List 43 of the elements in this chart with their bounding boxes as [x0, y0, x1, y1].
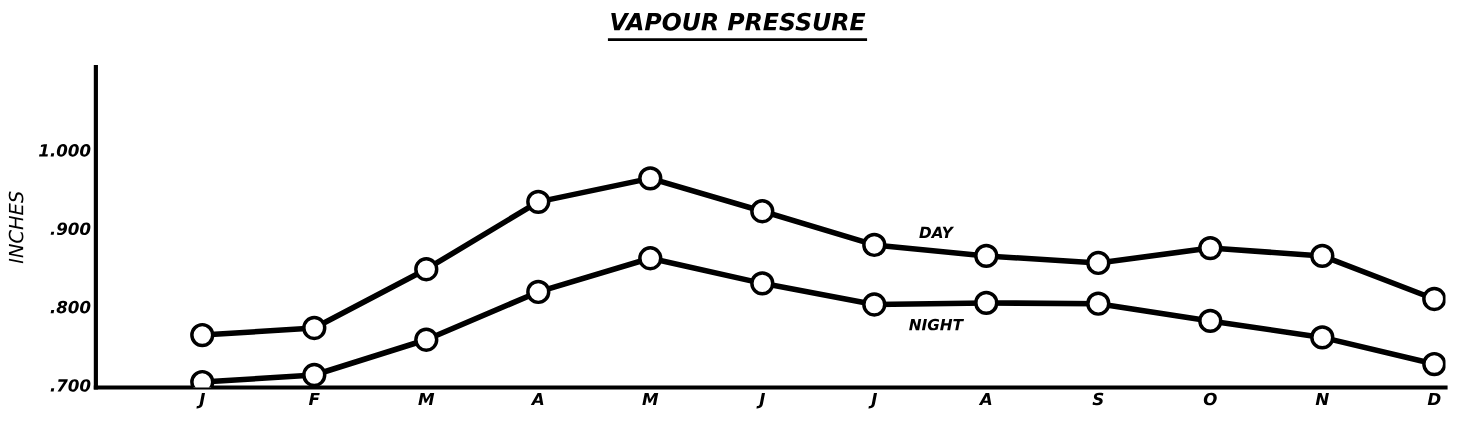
point [414, 327, 439, 352]
point [1310, 243, 1335, 269]
x-tick-label: J [868, 392, 878, 409]
x-tick-label: A [530, 392, 544, 406]
point [302, 315, 327, 341]
x-tick-label: O [1203, 392, 1217, 406]
point [1422, 351, 1446, 377]
x-tick-label: N [1315, 392, 1329, 406]
point [974, 243, 999, 269]
point [526, 189, 551, 215]
point [1086, 250, 1111, 276]
point [638, 166, 663, 191]
point [1422, 286, 1446, 312]
x-tick-label: M [418, 392, 435, 406]
x-tick-label: M [642, 392, 659, 406]
y-tick-label: .900 [50, 222, 91, 236]
y-tick-label: .700 [50, 379, 91, 392]
point [414, 257, 439, 282]
y-axis-title: INCHES [8, 191, 24, 264]
x-tick-label: D [1427, 392, 1441, 406]
series-label: DAY [919, 226, 955, 238]
point [526, 279, 551, 305]
point [1198, 235, 1223, 261]
x-tick-label: J [756, 392, 766, 409]
y-tick-label: 1.000 [39, 144, 91, 157]
x-tick-label: A [978, 392, 992, 406]
y-tick-label: .800 [50, 300, 91, 314]
point [302, 362, 327, 388]
x-tick-label: J [196, 392, 206, 409]
series-label: NIGHT [909, 318, 965, 331]
point [1198, 308, 1223, 334]
point [190, 322, 215, 348]
point [862, 232, 887, 258]
point [1086, 291, 1111, 316]
point [974, 290, 999, 316]
x-tick-label: S [1092, 392, 1104, 406]
x-tick-label: F [308, 392, 320, 406]
point [862, 292, 887, 317]
point [750, 199, 775, 224]
point [1310, 325, 1335, 350]
point [638, 246, 663, 271]
chart-title: VAPOUR PRESSURE [611, 12, 866, 31]
point [750, 271, 775, 296]
